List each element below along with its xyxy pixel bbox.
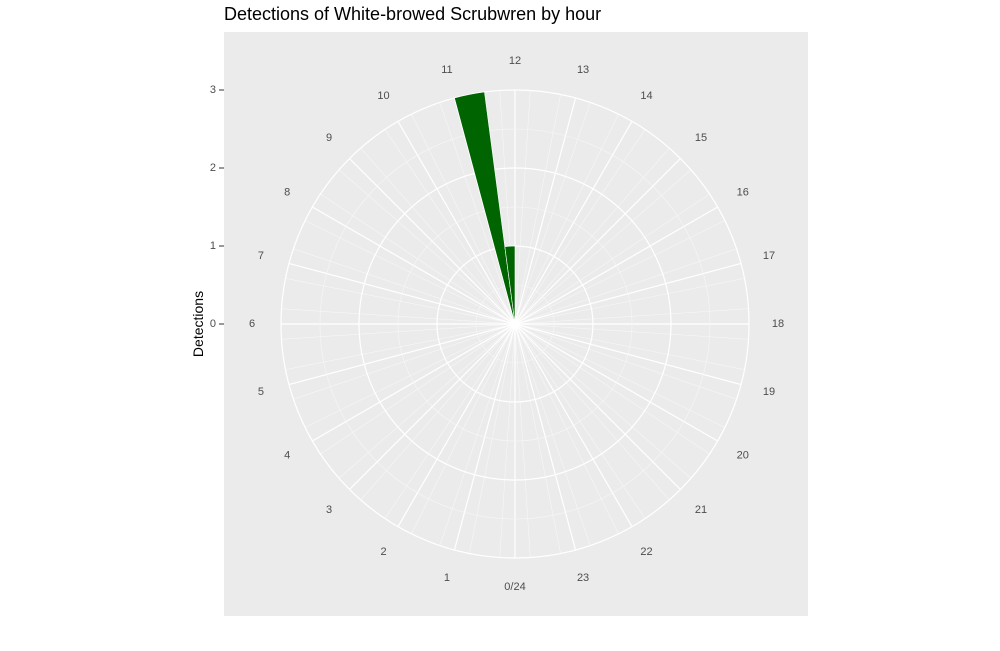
chart-title: Detections of White-browed Scrubwren by … bbox=[224, 4, 602, 24]
bar-1 bbox=[504, 245, 516, 325]
hour-tick-label: 9 bbox=[326, 132, 332, 144]
hour-tick-label: 13 bbox=[577, 64, 589, 76]
major-ring bbox=[358, 167, 672, 481]
hour-tick-label: 17 bbox=[763, 250, 775, 262]
hour-tick-label: 23 bbox=[577, 572, 589, 584]
y-tick-label: 0 bbox=[210, 318, 216, 330]
hour-tick-label: 11 bbox=[441, 64, 452, 76]
minor-ring bbox=[319, 128, 711, 520]
detections-axis: 0 1 2 3 bbox=[210, 84, 224, 330]
bar-0 bbox=[454, 91, 516, 325]
hour-tick-label: 4 bbox=[284, 450, 290, 462]
hour-tick-label: 1 bbox=[444, 572, 450, 584]
hour-tick-label: 22 bbox=[640, 546, 652, 558]
major-ring bbox=[280, 89, 750, 559]
hour-tick-label: 19 bbox=[763, 386, 775, 398]
hour-tick-label: 12 bbox=[509, 55, 521, 67]
hour-tick-label: 10 bbox=[377, 90, 389, 102]
hour-tick-label: 20 bbox=[737, 450, 749, 462]
hour-tick-label: 2 bbox=[380, 546, 386, 558]
y-tick-label: 1 bbox=[210, 240, 216, 252]
hour-tick-label: 16 bbox=[737, 187, 749, 199]
grid bbox=[280, 89, 750, 559]
y-tick-label: 2 bbox=[210, 162, 216, 174]
hour-tick-label: 21 bbox=[695, 504, 707, 516]
hour-tick-label: 15 bbox=[695, 132, 707, 144]
hour-tick-label: 6 bbox=[249, 318, 255, 330]
hour-tick-label: 14 bbox=[640, 90, 652, 102]
hour-tick-label: 0/24 bbox=[504, 581, 525, 593]
hour-tick-label: 5 bbox=[258, 386, 264, 398]
hour-tick-label: 7 bbox=[258, 250, 264, 262]
bars bbox=[454, 91, 516, 325]
minor-ring bbox=[397, 206, 633, 442]
y-tick-label: 3 bbox=[210, 84, 216, 96]
hour-tick-label: 18 bbox=[772, 318, 784, 330]
hour-tick-labels: 0/24123456789101112131415161718192021222… bbox=[249, 55, 784, 593]
hour-tick-label: 3 bbox=[326, 504, 332, 516]
hour-tick-label: 8 bbox=[284, 187, 290, 199]
